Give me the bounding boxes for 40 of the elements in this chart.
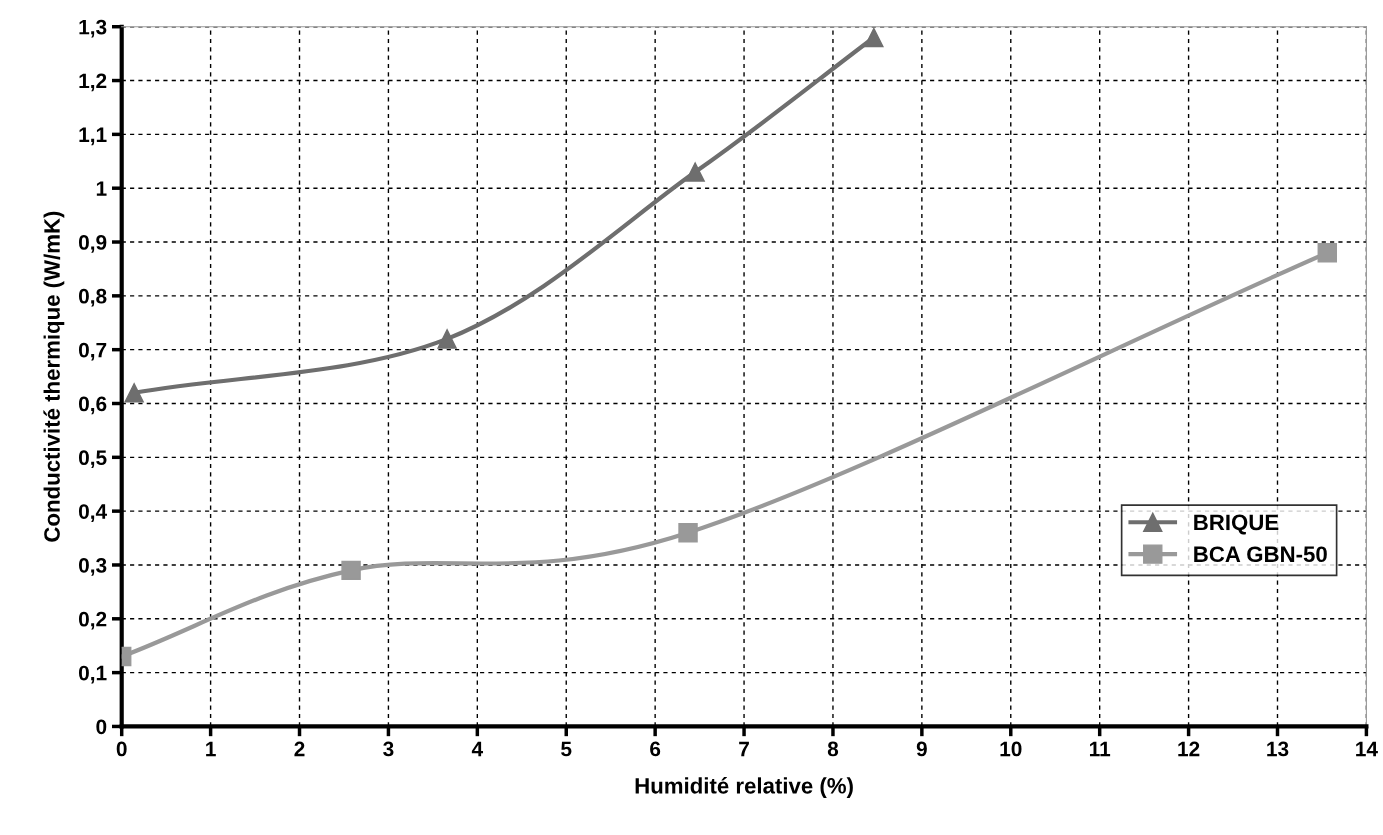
x-tick-label: 6 <box>650 741 661 757</box>
point <box>1317 243 1338 263</box>
point <box>437 329 457 349</box>
y-tick-label: 0,6 <box>78 396 107 415</box>
x-tick-label: 3 <box>383 741 394 757</box>
y-tick-label: 0,7 <box>78 342 107 361</box>
x-tick-label: 0 <box>116 741 127 757</box>
x-tick-label: 11 <box>1089 741 1111 757</box>
y-tick-label: 0,9 <box>78 235 107 253</box>
point <box>341 560 361 581</box>
y-tick-label: 1,1 <box>79 127 107 146</box>
x-tick-label: 8 <box>827 741 839 757</box>
y-tick-label: 0,1 <box>78 665 107 684</box>
x-tick-label: 14 <box>1356 741 1378 757</box>
y-tick-label: 0 <box>96 719 107 735</box>
x-tick-label: 10 <box>1000 741 1022 757</box>
x-tick-label: 5 <box>561 741 572 757</box>
y-tick-label: 0,5 <box>78 450 107 469</box>
x-tick-label: 1 <box>206 741 216 757</box>
y-tick-label: 0,3 <box>78 557 107 576</box>
x-tick-label: 7 <box>739 741 749 757</box>
x-tick-label: 2 <box>294 741 305 757</box>
point <box>685 162 705 182</box>
y-tick-label: 1 <box>96 181 107 196</box>
point <box>678 522 698 543</box>
legend-label: BRIQUE <box>1194 514 1279 535</box>
y-tick-label: 1,3 <box>79 19 107 38</box>
y-tick-label: 0,4 <box>78 504 108 522</box>
x-tick-label: 4 <box>471 741 484 757</box>
y-axis-title: Conductivité thermique (W/mK) <box>43 211 65 542</box>
x-tick-label: 9 <box>916 741 927 757</box>
y-tick-label: 0,2 <box>78 611 107 630</box>
y-tick-label: 1,2 <box>79 73 107 92</box>
legend-label: BCA GBN-50 <box>1194 546 1327 563</box>
y-tick-label: 0,8 <box>78 288 107 307</box>
x-axis-title: Humidité relative (%) <box>635 777 853 799</box>
x-tick-label: 12 <box>1178 741 1200 757</box>
point <box>864 27 884 48</box>
x-tick-label: 13 <box>1267 741 1289 757</box>
point <box>124 383 144 403</box>
